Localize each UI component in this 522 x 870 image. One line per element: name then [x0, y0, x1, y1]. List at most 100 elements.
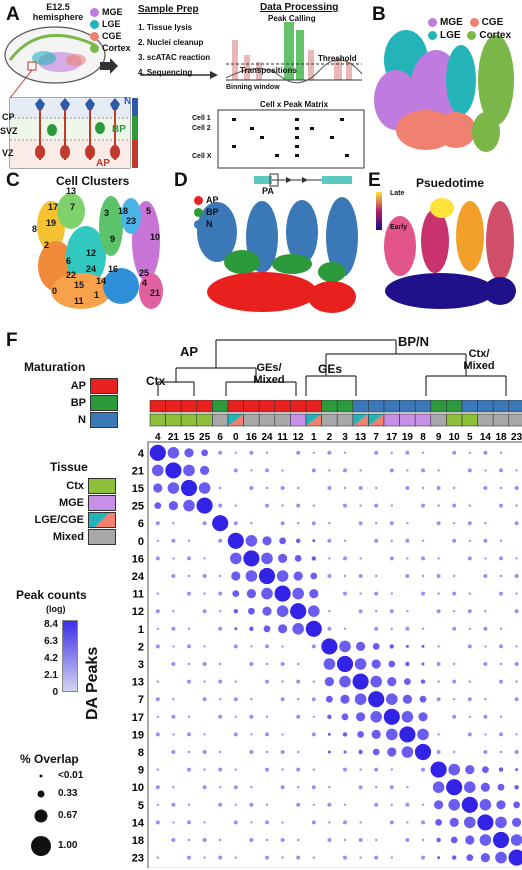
dot	[358, 486, 363, 490]
dot	[453, 522, 456, 525]
x-tick-label: 10	[449, 432, 461, 443]
tissue-cell	[290, 413, 307, 427]
x-tick-label: 15	[183, 432, 195, 443]
dot	[265, 503, 269, 508]
dot	[448, 763, 461, 776]
maturation-item: AP	[60, 378, 118, 395]
dot	[421, 644, 425, 648]
cge-swatch	[90, 32, 99, 42]
dot	[249, 838, 254, 842]
legend-item: CGE	[466, 17, 503, 28]
dot	[452, 679, 457, 684]
dot	[343, 486, 347, 490]
maturation-cell	[149, 400, 166, 413]
group-ap: AP	[180, 344, 199, 359]
dot	[187, 732, 191, 737]
dot	[499, 451, 503, 454]
dot	[250, 733, 253, 736]
dot	[233, 820, 238, 825]
cluster-label: 16	[108, 264, 119, 274]
overlap-tick: <0.01	[58, 770, 84, 781]
cell-row: Cell 1	[192, 115, 211, 122]
dot	[305, 620, 322, 637]
dot	[343, 539, 347, 542]
dot	[167, 482, 180, 494]
tissue-cell	[149, 413, 166, 427]
dot	[399, 726, 416, 743]
dot	[218, 679, 223, 684]
dot	[374, 503, 379, 508]
dot	[172, 610, 175, 613]
early-label: Early	[390, 224, 408, 231]
dot	[421, 468, 425, 473]
dot	[343, 627, 347, 630]
maturation-title: Maturation	[24, 360, 86, 374]
dot	[156, 627, 159, 630]
dot	[218, 503, 223, 508]
cluster-label: 12	[86, 248, 97, 258]
dot	[461, 796, 478, 813]
dot	[187, 591, 191, 596]
dot	[187, 556, 191, 561]
dot	[218, 626, 223, 631]
umap-clusters	[37, 193, 163, 309]
tissue-cell-lge	[306, 414, 322, 426]
dot	[420, 679, 426, 684]
dot	[265, 767, 269, 772]
dot	[343, 574, 347, 578]
maturation-cell	[399, 400, 416, 413]
y-tick-label: 1	[138, 624, 144, 636]
dot	[406, 610, 409, 613]
maturation-cell	[383, 400, 400, 413]
cortex-swatch	[90, 44, 99, 54]
dot	[227, 532, 244, 549]
dot	[406, 786, 409, 789]
maturation-cell	[461, 400, 478, 413]
dot	[499, 503, 503, 508]
sample-prep-title: Sample Prep	[138, 4, 199, 15]
dot	[328, 557, 331, 560]
tissue-cell	[492, 413, 510, 427]
dot	[405, 802, 410, 807]
dot	[389, 521, 394, 526]
cluster-label: 22	[66, 270, 77, 280]
dot	[484, 610, 487, 613]
dot	[276, 570, 289, 582]
dot	[421, 855, 425, 860]
peak-colorbar	[62, 620, 78, 692]
dot	[187, 679, 191, 684]
cluster-label: 25	[139, 268, 150, 278]
maturation-item: BP	[60, 395, 118, 412]
y-tick-label: 0	[138, 536, 144, 548]
dot	[309, 589, 319, 599]
dot	[359, 856, 362, 859]
dot	[218, 538, 223, 543]
dot	[234, 715, 237, 718]
dot	[296, 802, 301, 807]
dot	[187, 644, 191, 649]
y-tick-label: 4	[138, 448, 145, 460]
tick: 4.2	[44, 653, 58, 664]
plot-frame	[147, 441, 522, 868]
dot	[405, 626, 410, 631]
legend-item: AP	[194, 194, 219, 206]
dot	[280, 521, 285, 526]
dot	[480, 853, 490, 863]
dot	[343, 820, 347, 825]
dot	[250, 698, 253, 701]
dot	[234, 803, 237, 806]
dot	[479, 799, 492, 811]
group-bpn: BP/N	[398, 334, 430, 349]
x-tick-label: 4	[155, 432, 161, 443]
dot-plot: 4 21 15 25 6 0 16 24 11 12 1 2 3 13 7 17 19 8 9 10 5 14 18 2342…	[132, 400, 522, 868]
dot	[514, 609, 519, 614]
dot	[172, 821, 175, 824]
dot	[297, 786, 300, 789]
cluster-label: 14	[96, 276, 107, 286]
x-tick-label: 5	[467, 432, 473, 443]
dot	[467, 468, 472, 473]
dot	[387, 677, 397, 687]
dot	[405, 661, 410, 667]
y-tick-label: 9	[138, 765, 144, 777]
x-tick-label: 0	[233, 432, 239, 443]
